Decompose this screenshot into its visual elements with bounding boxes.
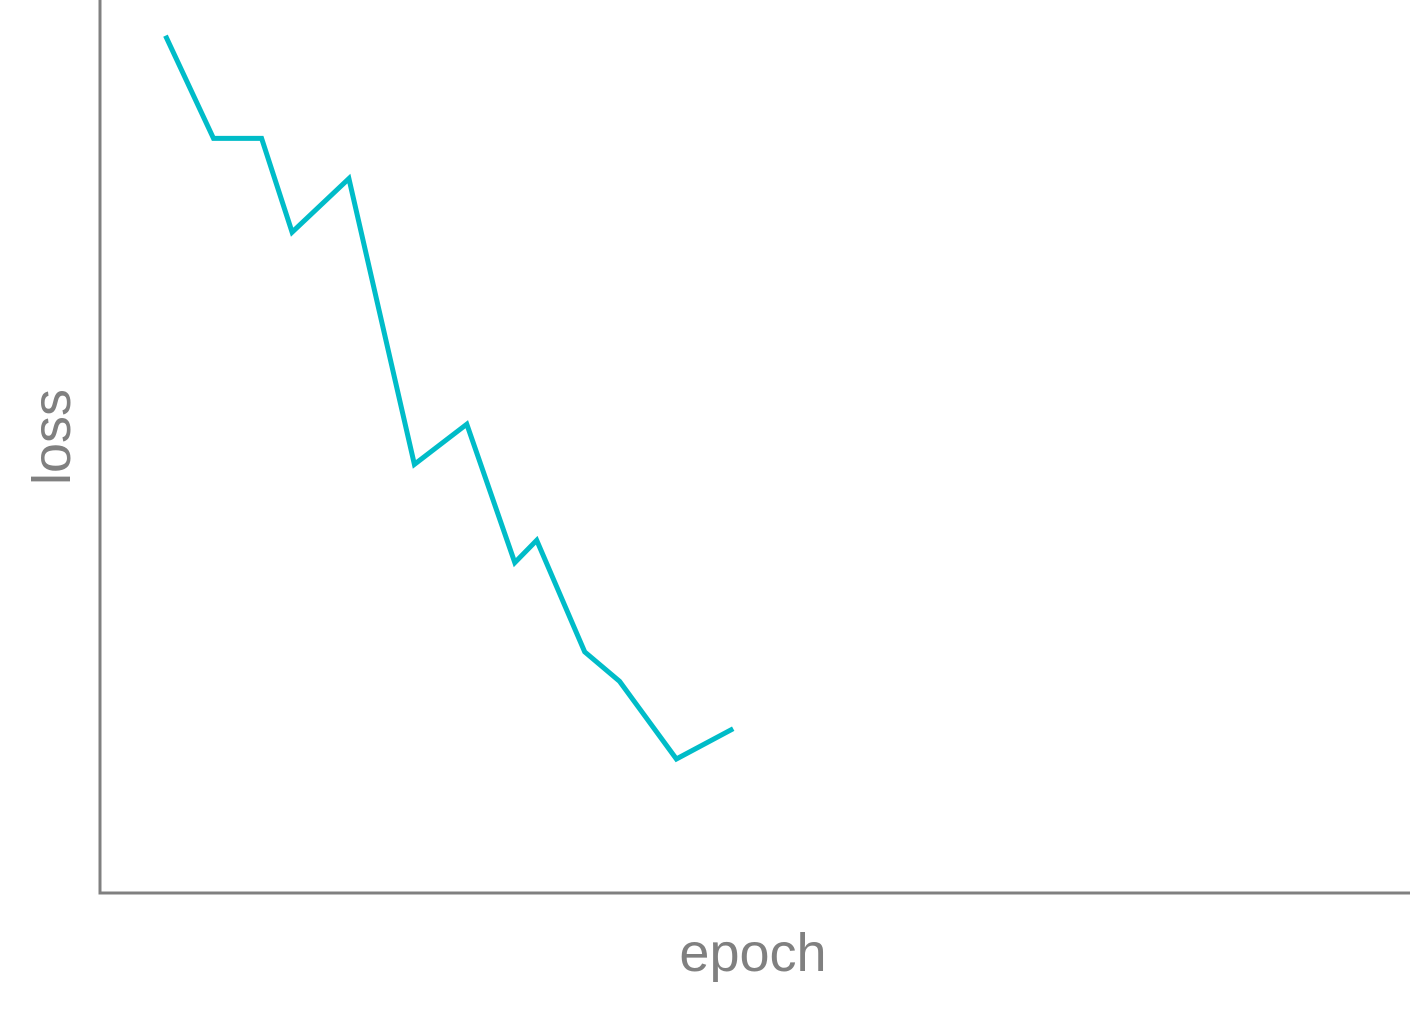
x-axis-label: epoch xyxy=(679,923,826,983)
series-line-1 xyxy=(163,34,735,763)
y-axis-label: loss xyxy=(22,389,82,485)
axes xyxy=(98,0,1410,895)
series-group xyxy=(163,34,735,763)
